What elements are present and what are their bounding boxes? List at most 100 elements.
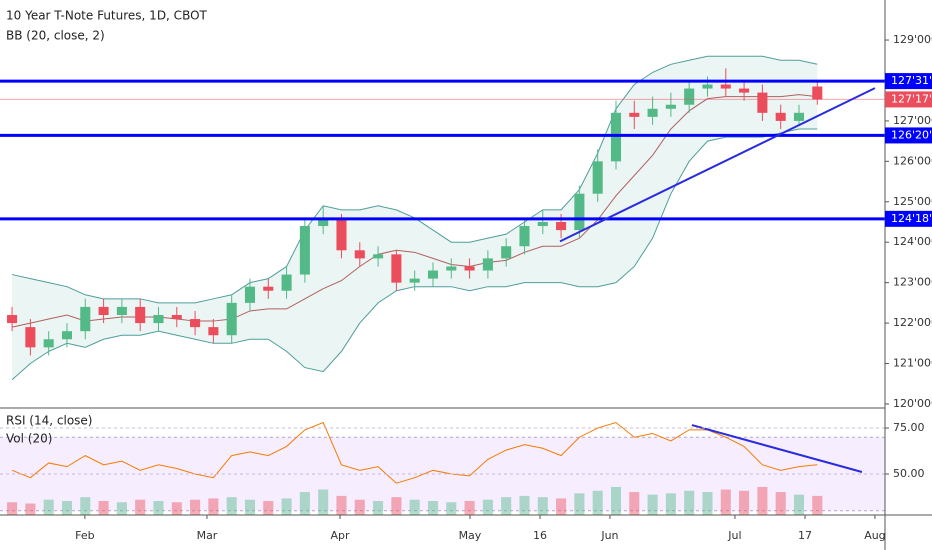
x-tick-label: 17: [798, 529, 812, 542]
volume-bar: [610, 486, 622, 515]
volume-bar: [354, 499, 365, 515]
x-tick-label: Mar: [197, 529, 218, 542]
volume-bar: [61, 500, 73, 515]
candle-body: [7, 314, 18, 324]
candle-body: [482, 258, 493, 271]
candle-body: [556, 221, 567, 231]
chart-title: 10 Year T-Note Futures, 1D, CBOT: [6, 9, 208, 23]
volume-bar: [812, 495, 823, 515]
candle-body: [391, 254, 402, 283]
volume-bar: [263, 500, 274, 515]
rsi-band: [0, 437, 885, 511]
volume-bar: [739, 490, 750, 515]
volume-bar: [7, 502, 18, 515]
candle-body: [647, 108, 658, 117]
volume-bar: [629, 492, 640, 515]
volume-bar: [775, 492, 786, 515]
y-tick-label: 125'000: [893, 195, 932, 208]
volume-bar: [446, 502, 457, 515]
candle-body: [244, 286, 256, 303]
candle-body: [629, 112, 640, 117]
candle-body: [373, 254, 384, 259]
candle-body: [574, 193, 585, 231]
candle-body: [592, 161, 603, 194]
x-tick-label: May: [459, 529, 482, 542]
candle-body: [135, 306, 146, 324]
candle-body: [684, 88, 695, 105]
last-price-box: [885, 91, 932, 108]
volume-bar: [190, 499, 201, 515]
candle-body: [25, 327, 36, 348]
volume-bar: [684, 490, 695, 515]
y-tick-label: 124'000: [893, 235, 932, 248]
y-tick-label: 122'000: [893, 316, 932, 329]
y-tick-label: 129'000: [893, 33, 932, 46]
x-tick-label: Jun: [600, 529, 618, 542]
candle-body: [263, 286, 274, 291]
volume-bar: [464, 500, 475, 515]
candle-body: [281, 274, 292, 291]
level-label: 126'20'5: [891, 128, 932, 141]
candle-body: [409, 278, 420, 283]
trendline: [559, 87, 876, 243]
x-tick-label: Apr: [331, 529, 351, 542]
bb-legend: BB (20, close, 2): [6, 29, 105, 43]
candle-body: [427, 270, 439, 279]
candle-body: [812, 86, 823, 100]
volume-bar: [281, 498, 292, 515]
volume-bar: [409, 499, 420, 515]
candle-body: [354, 250, 365, 259]
candle-body: [757, 92, 768, 113]
candle-body: [775, 112, 786, 121]
candle-body: [665, 104, 676, 109]
volume-bar: [537, 497, 548, 515]
volume-bar: [98, 500, 109, 515]
volume-bar: [702, 492, 713, 515]
level-label: 124'18'5: [891, 212, 932, 225]
candle-body: [793, 112, 805, 121]
candle-body: [226, 302, 237, 336]
rsi-tick-label: 50.00: [893, 467, 925, 480]
volume-bar: [665, 493, 676, 515]
candle-body: [61, 331, 73, 340]
candle-body: [98, 306, 109, 315]
candle-body: [537, 221, 548, 227]
x-tick-label: Aug: [864, 529, 885, 542]
level-box: [885, 73, 932, 90]
candle-body: [153, 314, 164, 324]
volume-bar: [153, 500, 164, 515]
volume-bar: [208, 498, 219, 515]
rsi-tick-label: 75.00: [893, 421, 925, 434]
candle-body: [336, 217, 347, 251]
volume-bar: [391, 497, 402, 515]
level-label: 127'31'5: [891, 74, 932, 87]
volume-bar: [226, 497, 237, 515]
volume-bar: [244, 499, 256, 515]
y-tick-label: 127'000: [893, 114, 932, 127]
candle-body: [519, 226, 530, 247]
bb-middle: [11, 94, 818, 328]
candle-body: [116, 306, 127, 315]
candle-body: [80, 306, 91, 332]
candle-body: [318, 217, 329, 227]
candle-body: [190, 319, 201, 328]
y-tick-label: 121'000: [893, 357, 932, 370]
volume-bar: [519, 495, 530, 515]
volume-bar: [116, 502, 127, 515]
volume-bar: [135, 499, 146, 515]
level-box: [885, 127, 932, 144]
rsi-line: [11, 421, 818, 484]
candle-body: [464, 266, 475, 271]
volume-bar: [574, 493, 585, 515]
volume-bar: [25, 503, 36, 515]
candle-body: [299, 226, 310, 275]
candle-body: [610, 112, 622, 162]
y-tick-label: 120'000: [893, 397, 932, 410]
candle-body: [702, 84, 713, 89]
volume-bar: [501, 497, 512, 515]
candle-body: [720, 84, 731, 89]
volume-bar: [556, 498, 567, 515]
volume-bar: [793, 494, 805, 515]
